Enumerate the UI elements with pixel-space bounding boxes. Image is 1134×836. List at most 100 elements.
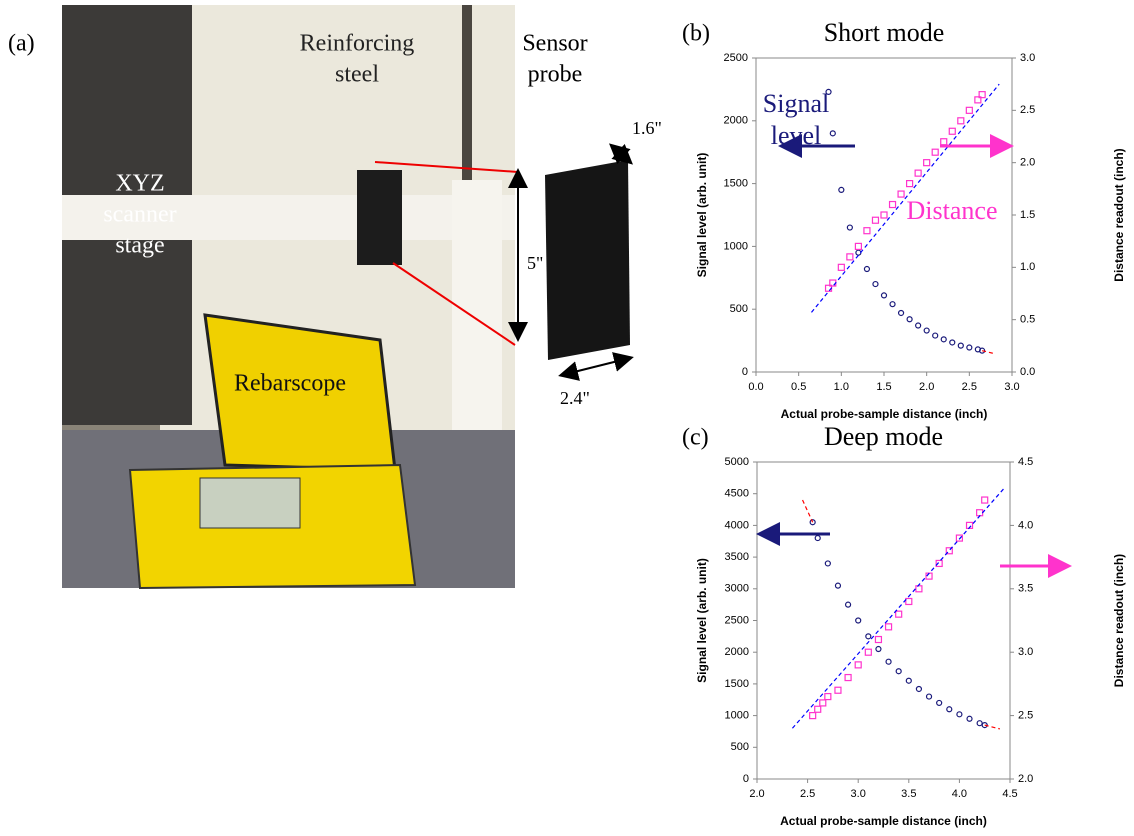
y-tick-label: 2000 (724, 115, 748, 127)
y-tick-label: 3000 (725, 583, 749, 595)
y-tick-label: 1000 (724, 240, 748, 252)
photo (62, 5, 634, 590)
data-point (834, 686, 842, 694)
panel-label: (b) (682, 21, 710, 47)
data-point (981, 722, 988, 729)
data-point (940, 138, 948, 146)
data-point (846, 253, 854, 261)
data-point (945, 547, 953, 555)
data-point (925, 693, 933, 700)
data-point (863, 227, 871, 235)
y2-tick-label: 3.0 (1018, 646, 1033, 658)
data-point (865, 633, 872, 640)
photo-label: scanner (103, 202, 176, 228)
photo-label: 1.6" (632, 118, 662, 138)
data-point (814, 534, 821, 542)
data-point (854, 242, 863, 250)
rebarscope-screen (199, 477, 301, 529)
data-point (885, 658, 892, 665)
data-point (976, 720, 983, 727)
y2-tick-label: 3.5 (1018, 583, 1033, 595)
photo-label: Reinforcing (300, 31, 415, 57)
photo-label: stage (115, 233, 164, 259)
chart-title: Short mode (824, 18, 945, 47)
y-tick-label: 3500 (725, 551, 749, 563)
data-point (897, 190, 905, 198)
y2-tick-label: 2.0 (1020, 157, 1035, 169)
y2-tick-label: 2.5 (1018, 710, 1033, 722)
y2-tick-label: 0.0 (1020, 366, 1035, 378)
y-tick-label: 1500 (725, 678, 749, 690)
x-tick-label: 4.5 (1002, 788, 1017, 800)
data-point (809, 519, 816, 526)
data-point (824, 560, 831, 567)
y2-tick-label: 2.0 (1018, 773, 1033, 785)
data-point (872, 280, 879, 288)
sensor-probe (545, 160, 630, 360)
data-point (948, 127, 956, 135)
data-point (824, 692, 832, 701)
y2-tick-label: 0.5 (1020, 314, 1035, 326)
photo-label: probe (528, 62, 583, 88)
data-point (838, 186, 845, 193)
data-point (863, 265, 871, 273)
y-tick-label: 5000 (725, 456, 749, 468)
data-point (884, 623, 893, 631)
y-axis-label: Signal level (arb. unit) (695, 558, 709, 683)
data-point (935, 559, 943, 568)
chart-title: Deep mode (824, 422, 943, 451)
data-point (946, 706, 953, 713)
y2-tick-label: 1.5 (1020, 209, 1035, 221)
y2-tick-label: 3.0 (1020, 52, 1035, 64)
data-point (955, 534, 964, 542)
x-tick-label: 2.5 (962, 381, 977, 393)
data-point (837, 263, 845, 271)
data-point (855, 617, 862, 624)
data-point (874, 635, 883, 644)
data-point (844, 673, 852, 682)
annotation-text: Distance (907, 196, 998, 225)
data-point (981, 496, 989, 504)
y-tick-label: 2500 (725, 614, 749, 626)
data-point (914, 169, 922, 177)
data-point (915, 685, 923, 693)
x-tick-label: 1.5 (876, 381, 891, 393)
dimension-arrow (609, 143, 633, 165)
callout-line (374, 161, 519, 173)
data-point (966, 344, 973, 351)
data-point (846, 224, 853, 231)
x-tick-label: 3.0 (851, 788, 866, 800)
y-tick-label: 0 (743, 773, 749, 785)
data-point (834, 582, 842, 589)
data-point (844, 601, 852, 608)
callout-line (392, 262, 516, 346)
data-point (871, 216, 880, 224)
photo-label: Sensor (522, 31, 587, 57)
data-point (880, 292, 888, 299)
data-point (978, 91, 986, 99)
data-point (915, 322, 922, 329)
photo-label: steel (335, 62, 379, 88)
data-point (936, 699, 943, 707)
data-point (957, 117, 965, 125)
plot-frame (756, 461, 1011, 780)
scanner-arm (62, 195, 515, 240)
data-point (809, 711, 817, 720)
data-point (889, 301, 896, 308)
y2-tick-label: 4.5 (1018, 456, 1033, 468)
y2-axis-label: Distance readout (inch) (1112, 148, 1126, 281)
data-point (905, 597, 913, 606)
dimension-arrow (558, 352, 634, 381)
data-point (880, 211, 888, 219)
x-axis-label: Actual probe-sample distance (inch) (781, 407, 988, 421)
data-point (829, 130, 836, 137)
data-point (976, 509, 984, 517)
data-point (966, 715, 973, 722)
y-tick-label: 500 (731, 741, 749, 753)
data-point (965, 106, 973, 114)
x-axis-label: Actual probe-sample distance (inch) (780, 814, 987, 828)
annotation-text: Signal (763, 89, 829, 118)
fit-line (791, 486, 1006, 729)
panel-label: (a) (8, 31, 35, 57)
